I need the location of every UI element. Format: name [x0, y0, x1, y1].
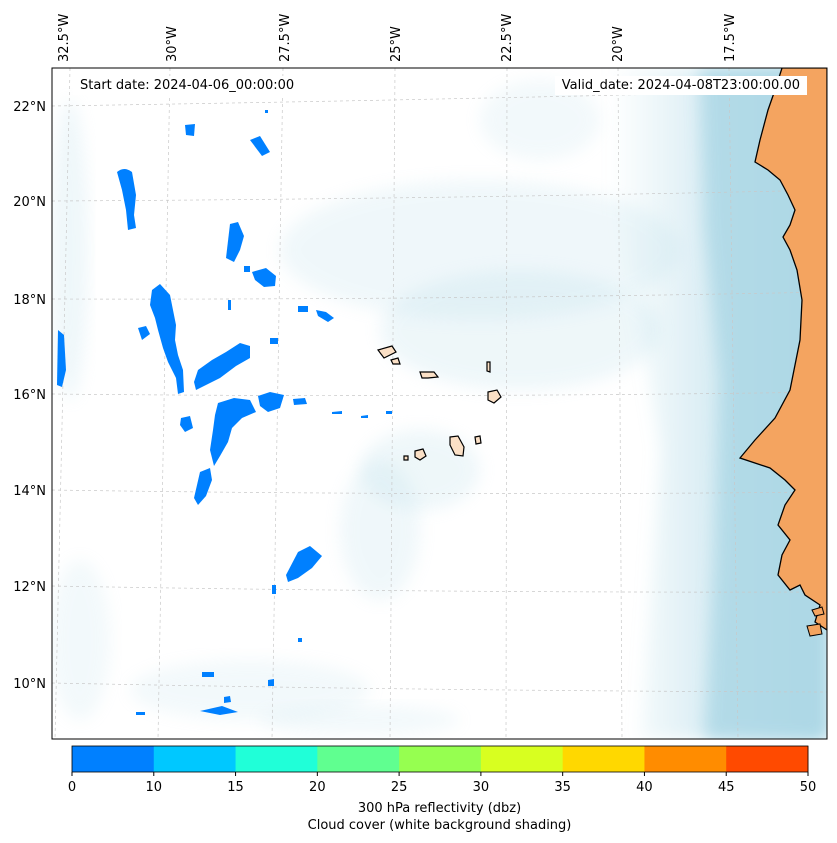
africa-island-south-2 [811, 606, 825, 617]
valid-date-box: Valid_date: 2024-04-08T23:00:00.00 [554, 76, 807, 95]
island-brava [403, 455, 409, 461]
colorbar-segment [317, 746, 400, 772]
valid-date-value: 2024-04-08T23:00:00.00 [637, 78, 800, 93]
island-boa-vista [487, 389, 502, 404]
gridlines [52, 68, 827, 739]
island-sao-nicolau [419, 371, 440, 379]
latitude-labels: 22°N 20°N 18°N 16°N 14°N 12°N 10°N [13, 100, 46, 692]
lat-label: 18°N [13, 293, 46, 308]
lon-label: 32.5°W [57, 14, 72, 62]
africa-island-south [806, 623, 823, 637]
cape-verde-islands [376, 345, 502, 461]
colorbar-tick-label: 50 [800, 780, 817, 795]
colorbar-segment [562, 746, 645, 772]
lat-label: 10°N [13, 677, 46, 692]
lon-label: 22.5°W [500, 14, 515, 62]
colorbar-border [71, 745, 809, 773]
colorbar-tick-label: 20 [309, 780, 326, 795]
lon-label: 30°W [165, 26, 180, 62]
africa-landmass [738, 68, 827, 631]
colorbar-tick-label: 15 [227, 780, 244, 795]
colorbar-segment [153, 746, 237, 772]
island-maio [474, 435, 482, 445]
lon-label: 25°W [389, 26, 404, 62]
lat-label: 22°N [13, 100, 46, 115]
colorbar-segment [480, 746, 564, 772]
island-santiago [449, 435, 465, 457]
longitude-labels: 32.5°W 30°W 27.5°W 25°W 22.5°W 20°W 17.5… [57, 14, 738, 62]
island-sal [486, 361, 491, 373]
lon-label: 27.5°W [278, 14, 293, 62]
island-sao-vicente [390, 357, 401, 365]
colorbar: 0 10 15 20 25 30 35 40 45 50 [68, 745, 817, 795]
colorbar-segment [644, 746, 727, 772]
colorbar-tick-label: 30 [473, 780, 490, 795]
colorbar-tick-label: 35 [554, 780, 571, 795]
start-date-value: 2024-04-06_00:00:00 [153, 78, 295, 93]
lon-label: 20°W [611, 26, 626, 62]
lat-label: 12°N [13, 580, 46, 595]
colorbar-sublabel: Cloud cover (white background shading) [307, 818, 572, 833]
colorbar-tick-label: 0 [68, 780, 76, 795]
colorbar-tick-label: 40 [636, 780, 653, 795]
colorbar-segment [72, 746, 155, 772]
lat-label: 14°N [13, 484, 46, 499]
valid-date-label: Valid_date: [561, 78, 634, 93]
lat-label: 20°N [13, 195, 46, 210]
colorbar-segment [399, 746, 482, 772]
island-santo-antao [376, 345, 397, 359]
island-fogo [414, 448, 427, 461]
start-date-label: Start date: [80, 78, 150, 93]
map-frame [51, 67, 828, 740]
start-date-box: Start date: 2024-04-06_00:00:00 [73, 76, 302, 95]
colorbar-label: 300 hPa reflectivity (dbz) [357, 801, 522, 816]
lon-label: 17.5°W [723, 14, 738, 62]
reflectivity-patches [57, 110, 392, 715]
lat-label: 16°N [13, 388, 46, 403]
colorbar-segment [235, 746, 318, 772]
colorbar-tick-label: 10 [146, 780, 163, 795]
colorbar-segment [726, 746, 809, 772]
colorbar-tick-label: 25 [391, 780, 408, 795]
colorbar-tick-label: 45 [718, 780, 735, 795]
